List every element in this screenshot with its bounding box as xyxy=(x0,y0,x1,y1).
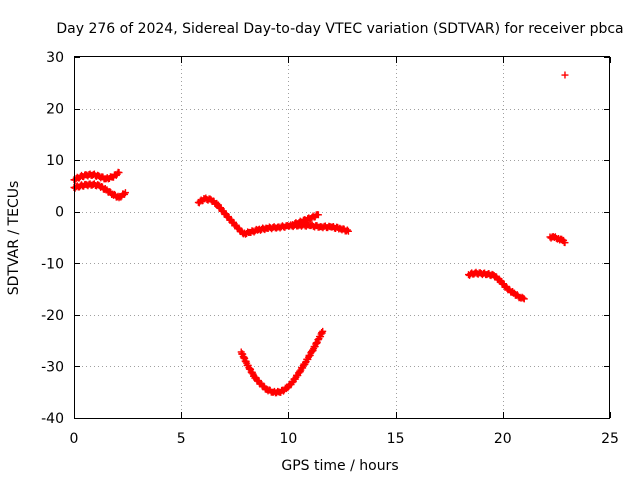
y-tick-label: -30 xyxy=(41,359,64,375)
x-tick-label: 15 xyxy=(387,431,405,447)
interpolated-point xyxy=(284,384,292,392)
interpolated-point xyxy=(235,224,243,232)
y-tick-label: -10 xyxy=(41,256,64,272)
interpolated-point xyxy=(313,211,321,219)
interpolated-point xyxy=(114,168,122,176)
x-tick-label: 10 xyxy=(279,431,297,447)
plot-frame xyxy=(74,56,610,419)
x-tick-label: 0 xyxy=(70,431,79,447)
interpolated-point xyxy=(560,239,568,247)
interpolated-point xyxy=(288,379,296,387)
data-points xyxy=(70,71,569,397)
y-tick-label: 0 xyxy=(55,205,64,221)
tick-labels: 0 5 10 15 20 25 -40 -30 -20 -10 0 10 20 30 xyxy=(41,50,619,447)
interpolated-point xyxy=(121,190,129,198)
interpolated-point xyxy=(261,226,269,234)
interpolated-point xyxy=(334,223,342,231)
interpolated-point xyxy=(519,294,527,302)
axis-ticks xyxy=(74,57,611,419)
interpolated-point xyxy=(318,329,326,337)
y-tick-label: -40 xyxy=(41,411,64,427)
y-tick-label: -20 xyxy=(41,308,64,324)
grid-lines xyxy=(74,57,610,418)
x-axis-label: GPS time / hours xyxy=(281,458,398,474)
chart-title: Day 276 of 2024, Sidereal Day-to-day VTE… xyxy=(56,21,623,37)
interpolated-point xyxy=(518,293,526,301)
interpolated-point xyxy=(552,234,560,242)
y-axis-label: SDTVAR / TECUs xyxy=(6,181,22,296)
x-tick-label: 20 xyxy=(494,431,512,447)
y-tick-label: 10 xyxy=(46,153,64,169)
x-tick-label: 25 xyxy=(601,431,619,447)
x-tick-label: 5 xyxy=(177,431,186,447)
data-point xyxy=(561,71,569,79)
y-tick-label: 20 xyxy=(46,102,64,118)
interpolated-point xyxy=(342,227,350,235)
y-tick-label: 30 xyxy=(46,50,64,66)
interpolated-point xyxy=(343,226,351,234)
